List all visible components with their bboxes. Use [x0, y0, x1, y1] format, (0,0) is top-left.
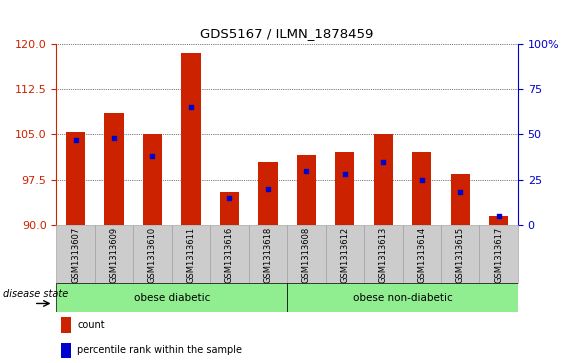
Point [302, 168, 311, 174]
Text: disease state: disease state [3, 289, 68, 299]
Text: count: count [77, 320, 105, 330]
Bar [374, 134, 393, 225]
Bar [104, 113, 124, 225]
Bar [95, 225, 133, 283]
Point [109, 135, 118, 141]
Point [494, 213, 503, 219]
Point [340, 171, 349, 177]
Text: percentile rank within the sample: percentile rank within the sample [77, 345, 242, 355]
Bar [335, 152, 355, 225]
Bar [56, 283, 287, 312]
Bar [450, 174, 470, 225]
Bar [172, 225, 210, 283]
Text: GSM1313607: GSM1313607 [71, 227, 80, 283]
Text: GSM1313608: GSM1313608 [302, 227, 311, 283]
Bar [143, 134, 162, 225]
Bar [249, 225, 287, 283]
Bar [489, 216, 508, 225]
Title: GDS5167 / ILMN_1878459: GDS5167 / ILMN_1878459 [200, 26, 374, 40]
Bar [325, 225, 364, 283]
Text: GSM1313616: GSM1313616 [225, 227, 234, 283]
Point [379, 159, 388, 164]
Text: GSM1313613: GSM1313613 [379, 227, 388, 283]
Bar [220, 192, 239, 225]
Bar [297, 155, 316, 225]
Point [417, 177, 426, 183]
Bar [364, 225, 403, 283]
Text: GSM1313617: GSM1313617 [494, 227, 503, 283]
Bar [287, 283, 518, 312]
Bar [133, 225, 172, 283]
Text: GSM1313610: GSM1313610 [148, 227, 157, 283]
Bar [61, 343, 71, 358]
Point [148, 153, 157, 159]
Text: GSM1313615: GSM1313615 [456, 227, 464, 283]
Bar [61, 317, 71, 333]
Text: GSM1313611: GSM1313611 [186, 227, 195, 283]
Bar [258, 162, 278, 225]
Point [455, 189, 464, 195]
Text: GSM1313614: GSM1313614 [417, 227, 426, 283]
Bar [403, 225, 441, 283]
Text: obese diabetic: obese diabetic [133, 293, 210, 303]
Point [225, 195, 234, 201]
Text: GSM1313618: GSM1313618 [263, 227, 272, 283]
Bar [181, 53, 200, 225]
Bar [480, 225, 518, 283]
Text: GSM1313609: GSM1313609 [110, 227, 118, 283]
Bar [287, 225, 325, 283]
Point [186, 104, 195, 110]
Bar [66, 132, 85, 225]
Bar [210, 225, 249, 283]
Bar [56, 225, 95, 283]
Bar [441, 225, 480, 283]
Point [263, 186, 272, 192]
Point [71, 137, 80, 143]
Bar [412, 152, 431, 225]
Text: obese non-diabetic: obese non-diabetic [352, 293, 453, 303]
Text: GSM1313612: GSM1313612 [341, 227, 349, 283]
